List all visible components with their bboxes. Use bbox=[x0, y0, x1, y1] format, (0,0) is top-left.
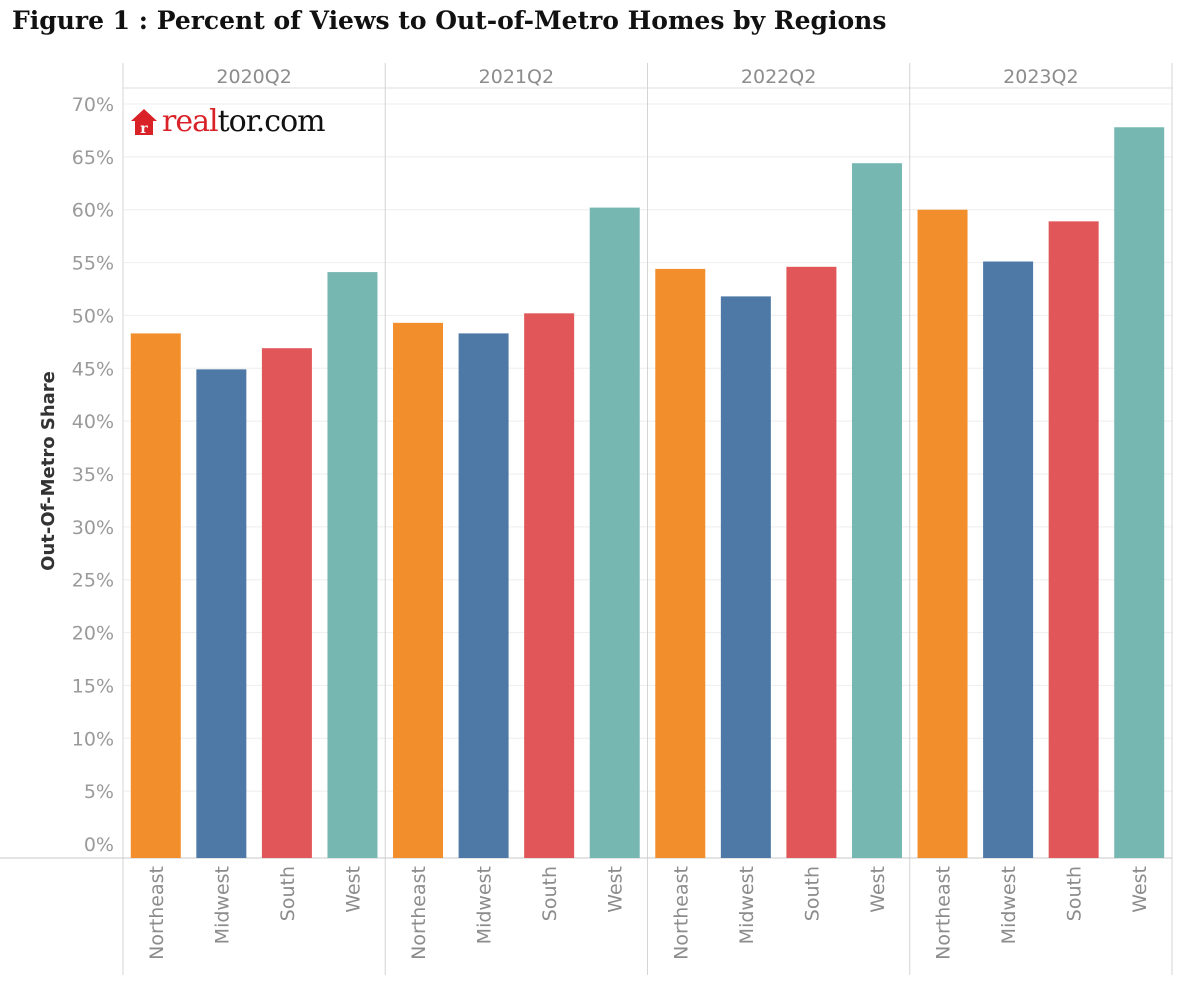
y-tick-label: 55% bbox=[72, 253, 114, 275]
x-tick-label: South bbox=[1064, 866, 1086, 921]
panel-header-label: 2020Q2 bbox=[216, 66, 291, 88]
x-tick-label: Midwest bbox=[474, 866, 496, 944]
panel-header-label: 2022Q2 bbox=[741, 66, 816, 88]
x-tick-label: West bbox=[867, 866, 889, 913]
svg-text:r: r bbox=[140, 121, 148, 137]
bar-south-2020q2 bbox=[261, 348, 312, 858]
x-tick-label: Midwest bbox=[211, 866, 233, 944]
logo-rest-text: tor.com bbox=[217, 104, 326, 139]
x-tick-label: Northeast bbox=[408, 866, 430, 960]
logo-brand-text: real bbox=[162, 104, 219, 139]
y-tick-label: 5% bbox=[84, 781, 114, 803]
bar-northeast-2021q2 bbox=[393, 322, 444, 858]
y-tick-label: 65% bbox=[72, 147, 114, 169]
y-tick-label: 0% bbox=[84, 834, 114, 856]
logo-wordmark: realtor.com bbox=[162, 104, 326, 140]
bar-northeast-2022q2 bbox=[655, 268, 706, 858]
x-tick-label: South bbox=[539, 866, 561, 921]
y-axis-label: Out-Of-Metro Share bbox=[38, 371, 59, 571]
y-tick-label: 20% bbox=[72, 623, 114, 645]
y-tick-label: 35% bbox=[72, 464, 114, 486]
x-tick-label: Northeast bbox=[933, 866, 955, 960]
bar-midwest-2020q2 bbox=[196, 369, 247, 858]
bar-south-2022q2 bbox=[786, 266, 837, 858]
bar-midwest-2023q2 bbox=[983, 261, 1034, 858]
y-tick-label: 10% bbox=[72, 728, 114, 750]
y-tick-label: 40% bbox=[72, 411, 114, 433]
y-tick-label: 45% bbox=[72, 358, 114, 380]
y-tick-label: 15% bbox=[72, 675, 114, 697]
y-tick-label: 70% bbox=[72, 94, 114, 116]
bar-west-2020q2 bbox=[327, 272, 378, 859]
bar-west-2021q2 bbox=[589, 207, 640, 859]
panel-header-label: 2021Q2 bbox=[479, 66, 554, 88]
x-tick-label: South bbox=[277, 866, 299, 921]
x-tick-label: West bbox=[1129, 866, 1151, 913]
y-tick-label: 60% bbox=[72, 200, 114, 222]
panel-header-label: 2023Q2 bbox=[1003, 66, 1078, 88]
house-logo-icon: r bbox=[131, 109, 157, 137]
bar-west-2022q2 bbox=[851, 163, 902, 858]
realtor-logo: r realtor.com bbox=[130, 104, 326, 140]
bar-south-2023q2 bbox=[1048, 221, 1099, 859]
bar-midwest-2022q2 bbox=[720, 296, 771, 858]
x-tick-label: West bbox=[605, 866, 627, 913]
x-tick-label: Midwest bbox=[736, 866, 758, 944]
y-tick-label: 25% bbox=[72, 570, 114, 592]
x-tick-label: Northeast bbox=[146, 866, 168, 960]
bar-midwest-2021q2 bbox=[458, 333, 509, 858]
x-tick-label: South bbox=[801, 866, 823, 921]
bar-northeast-2023q2 bbox=[917, 209, 968, 858]
bar-west-2023q2 bbox=[1114, 127, 1165, 858]
bar-northeast-2020q2 bbox=[130, 333, 181, 858]
x-tick-label: Northeast bbox=[670, 866, 692, 960]
bar-south-2021q2 bbox=[524, 313, 575, 858]
y-tick-label: 50% bbox=[72, 305, 114, 327]
y-tick-label: 30% bbox=[72, 517, 114, 539]
x-tick-label: West bbox=[342, 866, 364, 913]
figure-title: Figure 1 : Percent of Views to Out-of-Me… bbox=[12, 6, 887, 35]
x-tick-label: Midwest bbox=[998, 866, 1020, 944]
